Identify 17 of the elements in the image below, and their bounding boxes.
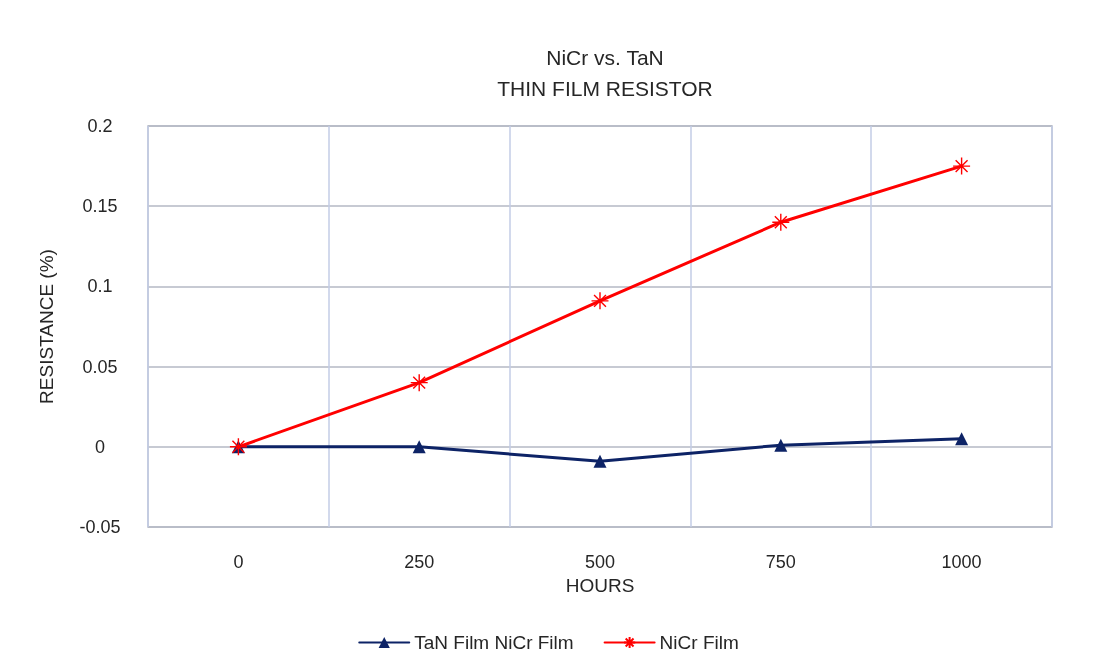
legend-label: NiCr Film [659,632,739,653]
x-tick-label: 1000 [941,552,982,572]
x-tick-label: 250 [404,552,435,572]
legend-label: TaN Film NiCr Film [414,632,574,653]
chart-title: NiCr vs. TaN [546,46,664,69]
y-tick-label: 0.1 [87,276,113,297]
y-tick-label: -0.05 [79,517,121,537]
x-tick-label: 0 [233,552,244,572]
y-tick-label: 0.05 [82,356,118,377]
y-tick-label: 0 [94,436,106,457]
x-axis-title: HOURS [565,574,635,596]
y-tick-label: 0.2 [87,116,113,136]
x-tick-label: 500 [584,552,616,572]
y-tick-label: 0.15 [82,196,118,217]
chart-subtitle: THIN FILM RESISTOR [497,77,713,100]
x-tick-label: 750 [765,552,796,572]
y-axis-title: RESISTANCE (%) [36,249,57,404]
